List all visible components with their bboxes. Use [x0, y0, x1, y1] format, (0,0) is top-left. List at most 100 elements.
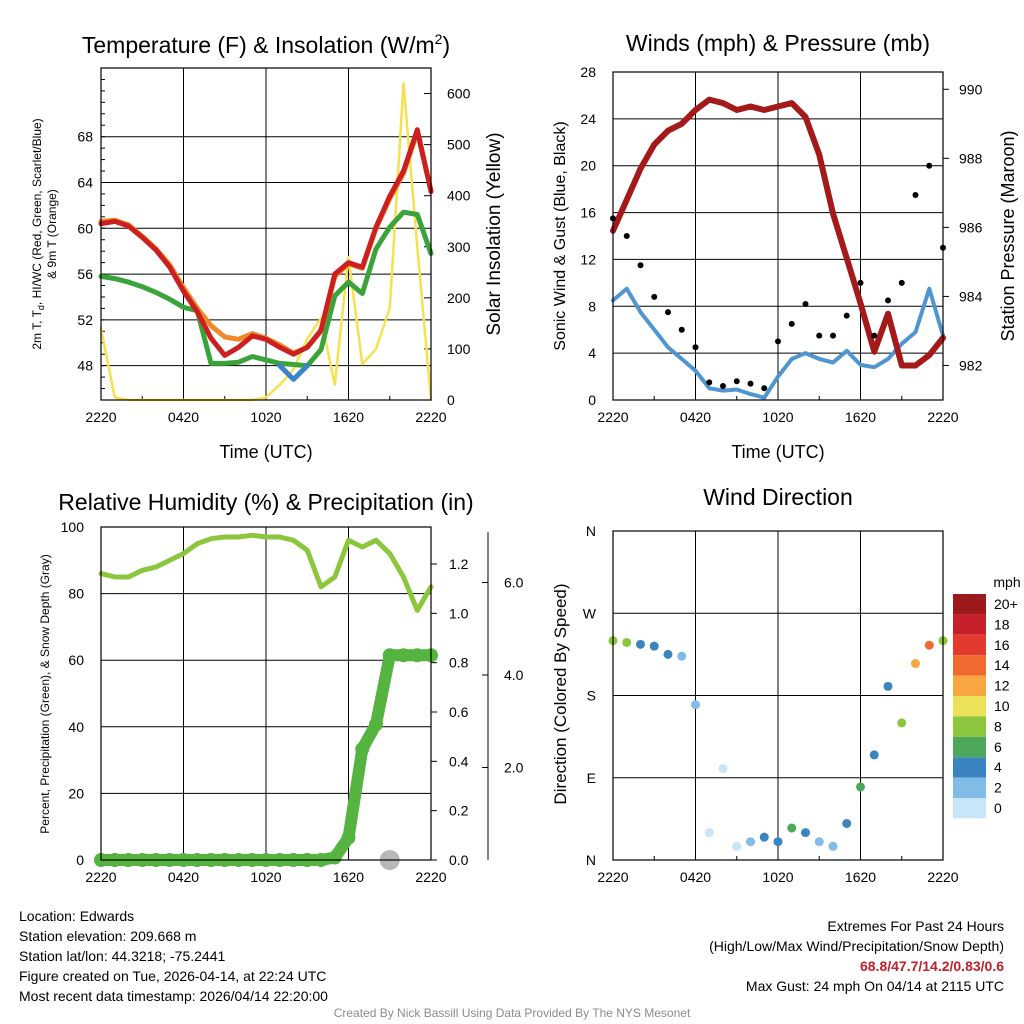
gust-point: [912, 192, 919, 198]
precip-tick-label: 0.4: [449, 753, 469, 769]
direction-point: [773, 837, 783, 847]
gust-point: [898, 279, 905, 286]
direction-point: [856, 782, 865, 792]
x-tick-label: 2220: [927, 869, 958, 885]
elevation-text: Station elevation: 209.668 m: [19, 928, 197, 944]
legend-swatch: [953, 634, 986, 656]
direction-point: [732, 841, 742, 851]
gust-point: [720, 382, 726, 389]
gust-point: [843, 312, 850, 319]
x-tick-label: 0420: [168, 869, 199, 885]
direction-point: [663, 649, 673, 659]
y-tick-label: 24: [580, 111, 596, 127]
direction-point: [677, 651, 687, 661]
gust-point: [623, 233, 630, 239]
gust-point: [788, 320, 795, 327]
direction-point: [691, 700, 700, 710]
legend-label: 6: [994, 739, 1002, 755]
credit-text: Created By Nick Bassill Using Data Provi…: [333, 1006, 691, 1020]
y-tick-label: 0: [588, 392, 596, 408]
direction-point: [787, 823, 797, 833]
y-tick-label: 100: [61, 519, 85, 535]
gust-point: [678, 326, 685, 333]
direction-point: [897, 718, 907, 728]
y-tick-label: E: [587, 770, 596, 786]
direction-point: [828, 841, 838, 851]
location-text: Location: Edwards: [19, 908, 135, 924]
plot-frame-temperature: [100, 67, 432, 401]
direction-point: [924, 640, 934, 650]
x-tick-label: 1020: [250, 869, 281, 885]
snow-tick-label: 4.0: [504, 667, 524, 683]
series-2m-temperature: [98, 127, 434, 358]
y2-tick-label: 200: [447, 290, 471, 306]
series-station-pressure: [610, 96, 946, 369]
precip-tick-label: 0.2: [449, 803, 469, 819]
legend-swatch: [953, 696, 986, 717]
direction-point: [704, 828, 714, 838]
y2-tick-label: 986: [959, 219, 983, 235]
legend-swatch: [953, 757, 986, 778]
gust-point: [830, 332, 836, 339]
x-tick-label: 2220: [415, 869, 446, 885]
legend-label: 2: [994, 780, 1002, 796]
y-tick-label: 48: [77, 358, 93, 374]
legend-swatch: [953, 736, 986, 758]
legend-label: 8: [994, 718, 1002, 734]
x-axis-label: Time (UTC): [731, 442, 824, 462]
gust-point: [637, 262, 644, 269]
gust-point: [665, 309, 671, 316]
x-tick-label: 1020: [762, 409, 793, 425]
gust-point: [692, 344, 699, 351]
y-tick-label: 20: [580, 158, 596, 174]
extremes-values: 68.8/47.7/14.2/0.83/0.6: [859, 958, 1004, 974]
direction-point: [869, 750, 879, 760]
legend-label: 10: [994, 698, 1010, 714]
y-tick-label: S: [587, 688, 596, 704]
direction-point: [911, 659, 920, 669]
legend-swatch: [953, 614, 986, 635]
y2-tick-label: 990: [959, 81, 983, 97]
snow-tick-label: 2.0: [504, 760, 524, 776]
gust-point: [802, 300, 809, 307]
direction-point: [814, 837, 824, 847]
direction-point: [636, 639, 645, 649]
y2-tick-label: 600: [447, 86, 471, 102]
legend-swatch: [953, 716, 986, 737]
y-axis-label-left: Sonic Wind & Gust (Blue, Black): [552, 121, 569, 350]
gust-point: [761, 385, 768, 392]
y-tick-label: 40: [68, 719, 84, 735]
panel-title-winds: Winds (mph) & Pressure (mb): [626, 30, 930, 56]
station-info: Location: Edwards Station elevation: 209…: [19, 906, 328, 1006]
y-tick-label: 12: [580, 251, 596, 267]
title-superscript: 2: [435, 31, 443, 47]
direction-point: [622, 637, 632, 647]
title-close: ): [442, 32, 450, 58]
precip-tick-label: 0.0: [449, 852, 469, 868]
x-tick-label: 1620: [845, 869, 876, 885]
y2-tick-label: 300: [447, 239, 471, 255]
y-axis-label-right: Solar Insolation (Yellow): [484, 132, 505, 335]
y-tick-label: N: [586, 523, 596, 539]
y-axis-label-left-line2: & 9m T (Orange): [45, 189, 59, 279]
x-tick-label: 1620: [333, 409, 364, 425]
gust-point: [651, 293, 658, 300]
recent-text: Most recent data timestamp: 2026/04/14 2…: [19, 988, 328, 1004]
x-tick-label: 2220: [927, 409, 958, 425]
legend-label: 0: [994, 800, 1002, 816]
x-axis-label: Time (UTC): [219, 442, 312, 462]
precip-tick-label: 0.8: [449, 655, 469, 671]
series-dewpoint: [98, 209, 434, 369]
gust-point: [775, 338, 781, 345]
y-tick-label: 20: [68, 785, 84, 801]
plot-frame-winds: [612, 71, 944, 401]
gust-point: [857, 279, 864, 286]
y-tick-label: 4: [588, 345, 596, 361]
y-tick-label: 68: [77, 129, 93, 145]
y-tick-label: 28: [580, 64, 596, 80]
y2-tick-label: 500: [447, 137, 471, 153]
legend-label: 20+: [994, 596, 1018, 612]
legend-label: 18: [994, 616, 1010, 632]
plot-frame-direction: [612, 530, 944, 861]
